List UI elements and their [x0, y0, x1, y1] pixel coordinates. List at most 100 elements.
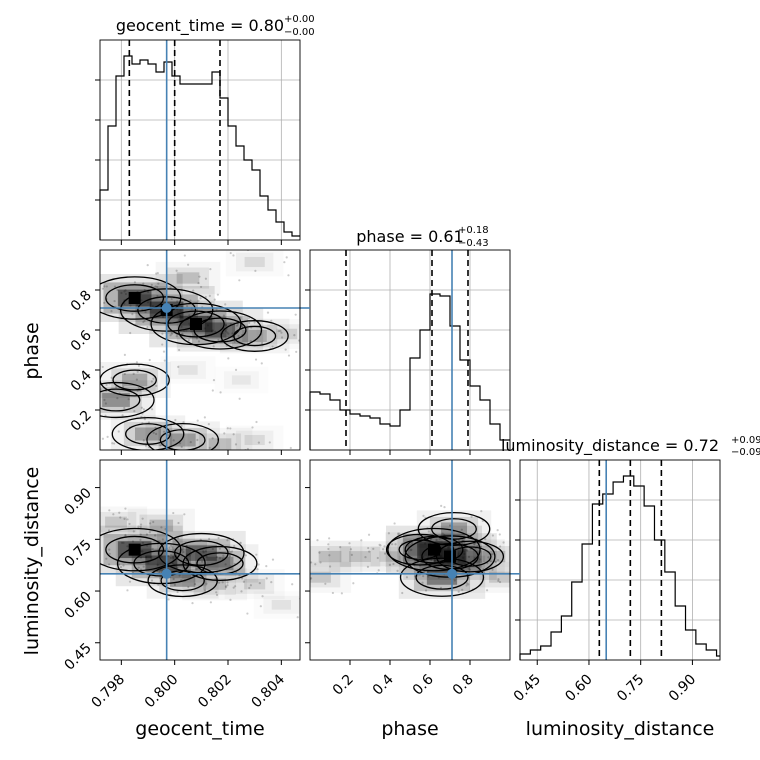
sample-point [215, 555, 218, 559]
sample-point [179, 309, 182, 312]
sample-point [142, 408, 145, 411]
sample-point [160, 526, 163, 529]
sample-point [126, 518, 129, 521]
sample-point [209, 601, 212, 604]
contour-line [105, 535, 165, 564]
contour-line [159, 429, 206, 450]
sample-point [104, 402, 107, 405]
density-cell [339, 546, 381, 567]
sample-point [178, 574, 181, 577]
sample-point [424, 589, 428, 592]
title-phase-minus: −0.43 [458, 238, 489, 249]
sample-point [144, 310, 147, 314]
density-peak [128, 292, 141, 304]
sample-point [440, 504, 443, 507]
sample-point [215, 308, 218, 311]
sample-point [427, 530, 430, 533]
sample-point [206, 316, 209, 319]
xlabel-phase: phase [381, 718, 438, 740]
sample-point [260, 362, 263, 365]
contour-line [167, 310, 225, 338]
sample-point [241, 325, 244, 328]
sample-point [280, 336, 284, 339]
sample-point [491, 553, 494, 556]
contour-line [404, 535, 464, 564]
sample-point [217, 536, 220, 540]
sample-point [284, 348, 287, 351]
sample-point [360, 539, 363, 542]
ylabel-phase: phase [21, 322, 43, 379]
sample-point [204, 464, 206, 466]
sample-point [249, 340, 252, 343]
density-cell [203, 578, 227, 590]
sample-point [293, 577, 295, 579]
sample-point [176, 300, 179, 303]
truth-marker [161, 303, 172, 313]
contour-line [150, 302, 242, 346]
sample-point [255, 420, 258, 424]
sample-point [497, 578, 500, 581]
sample-point [113, 285, 117, 288]
sample-point [119, 566, 123, 569]
sample-point [139, 533, 142, 536]
sample-point [247, 316, 251, 320]
sample-point [372, 547, 375, 550]
sample-point [113, 442, 116, 445]
sample-point [197, 281, 200, 285]
sample-point [187, 339, 190, 342]
x-tick-label: 0.802 [195, 672, 235, 712]
sample-point [154, 426, 157, 429]
sample-point [271, 345, 274, 348]
density-cell [208, 438, 232, 450]
sample-point [233, 544, 236, 548]
sample-point [215, 593, 219, 597]
sample-point [405, 576, 409, 579]
sample-point [226, 584, 229, 587]
sample-point [124, 534, 127, 537]
density-cell [447, 545, 493, 568]
density-cell [232, 324, 278, 348]
density-cell [271, 599, 291, 610]
sample-point [226, 539, 229, 542]
sample-point [376, 556, 379, 560]
sample-point [254, 269, 257, 273]
sample-point [189, 441, 192, 444]
sample-point [136, 370, 139, 373]
sample-point [211, 437, 214, 440]
sample-point [120, 291, 123, 295]
sample-point [222, 554, 225, 557]
sample-point [124, 292, 128, 296]
sample-point [352, 582, 355, 585]
density-cell [166, 267, 210, 289]
contour-line [220, 320, 289, 352]
sample-point [218, 557, 222, 560]
sample-point [238, 397, 241, 400]
sample-point [339, 546, 342, 549]
sample-point [487, 556, 490, 559]
hist-panel-geocent_time [95, 40, 300, 240]
sample-point [108, 509, 111, 512]
sample-point [467, 555, 471, 559]
xlabel-geocent-time: geocent_time [135, 718, 264, 740]
sample-point [154, 534, 157, 537]
sample-point [512, 548, 514, 550]
contour-line [399, 557, 485, 597]
sample-point [453, 579, 456, 582]
sample-point [152, 520, 155, 524]
contour-line [233, 325, 277, 347]
sample-point [163, 359, 166, 362]
sample-point [140, 299, 143, 302]
sample-point [113, 299, 116, 303]
sample-point [146, 264, 149, 267]
sample-point [162, 430, 166, 433]
sample-point [382, 548, 385, 551]
x-tick-label: 0.2 [330, 672, 357, 699]
density-cell [489, 571, 510, 583]
sample-point [244, 554, 248, 557]
sample-point [161, 538, 164, 541]
sample-point [76, 406, 78, 408]
sample-point [463, 552, 466, 556]
sample-point [232, 586, 235, 589]
sample-point [513, 588, 515, 590]
sample-point [494, 560, 497, 564]
